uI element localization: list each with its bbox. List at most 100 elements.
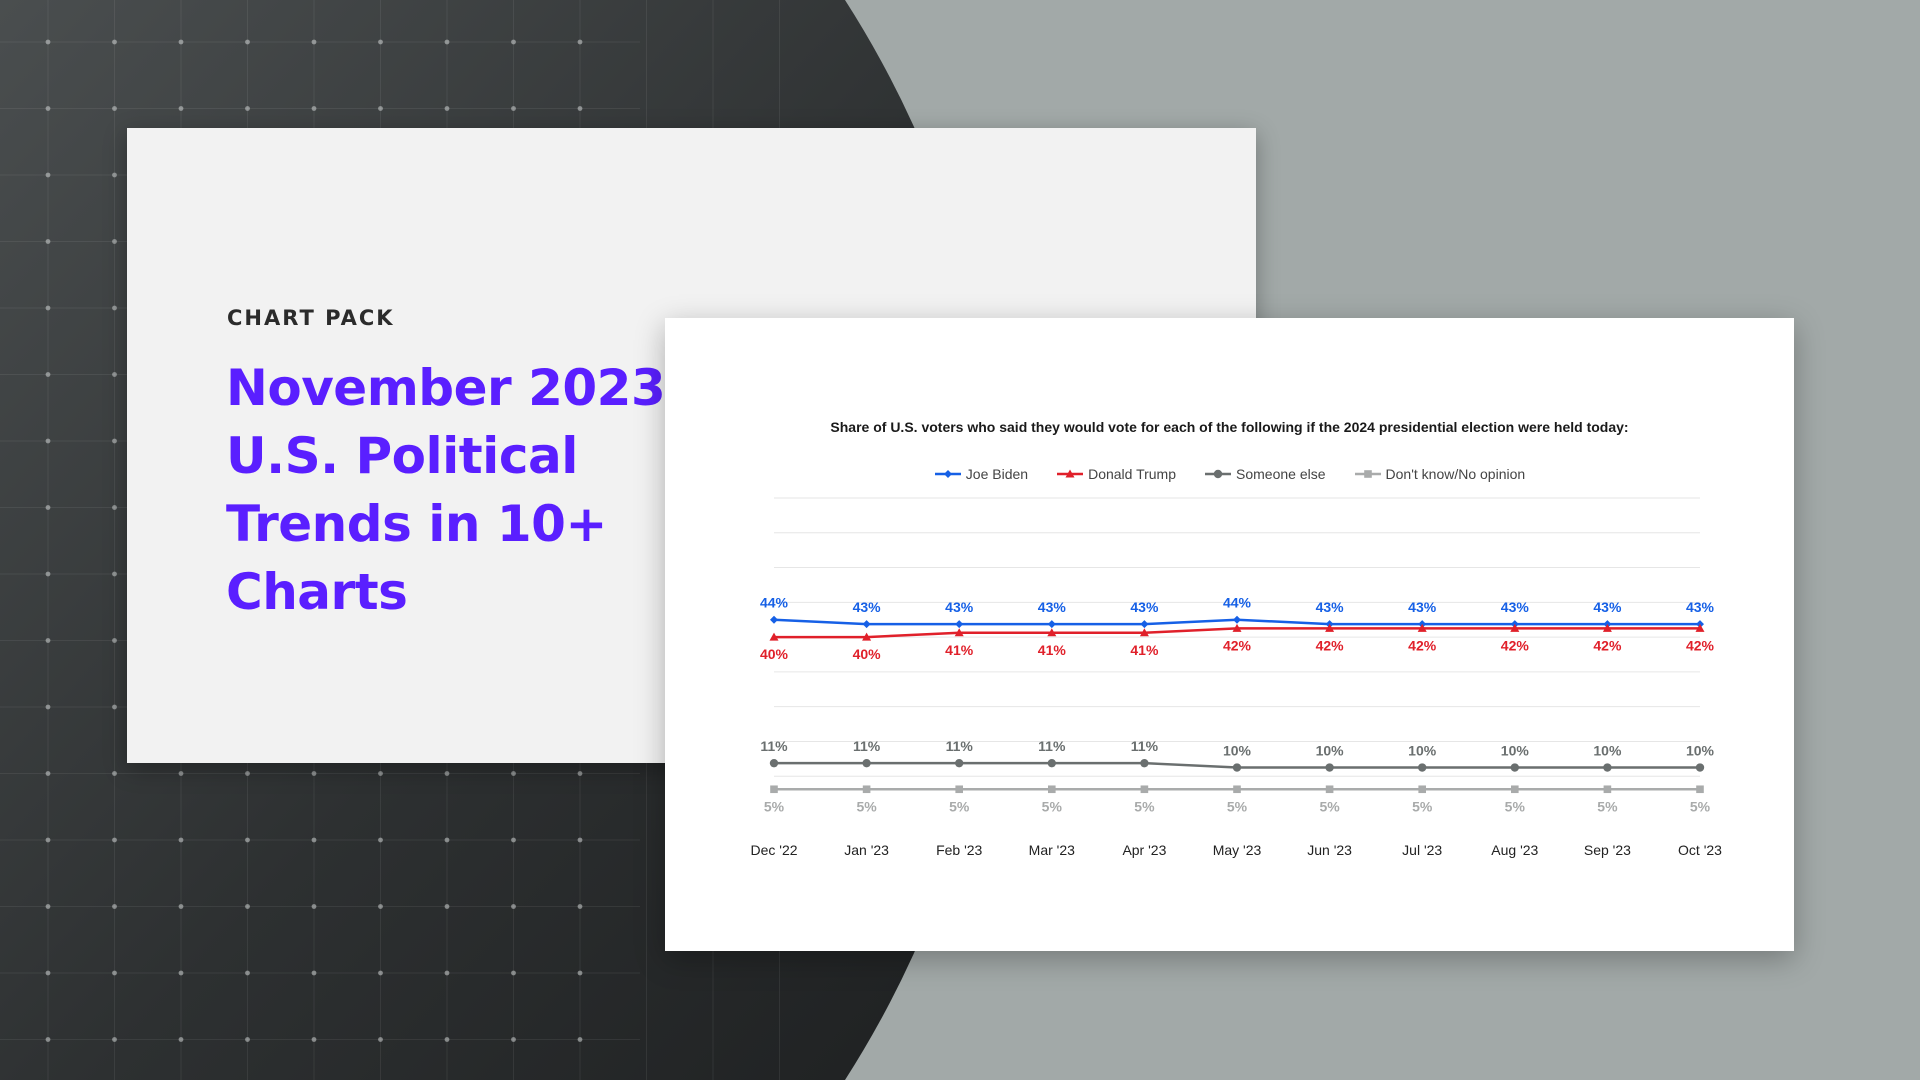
data-point xyxy=(769,632,779,641)
data-label: 5% xyxy=(764,798,785,814)
data-label: 11% xyxy=(760,738,788,754)
data-point xyxy=(1232,623,1242,632)
data-label: 11% xyxy=(1038,738,1066,754)
legend-item: Someone else xyxy=(1204,466,1326,482)
data-point xyxy=(769,758,779,768)
chart-title: Share of U.S. voters who said they would… xyxy=(830,419,1629,435)
data-label: 40% xyxy=(853,646,882,662)
data-label: 43% xyxy=(853,599,882,615)
data-point xyxy=(954,628,964,637)
data-point xyxy=(955,785,963,794)
data-label: 10% xyxy=(1223,743,1252,759)
data-label: 5% xyxy=(1319,798,1340,814)
data-point xyxy=(1510,763,1519,772)
data-point xyxy=(1047,628,1057,637)
x-tick-label: Apr '23 xyxy=(1122,842,1166,858)
data-label: 43% xyxy=(1686,599,1715,615)
data-label: 5% xyxy=(1597,798,1618,814)
data-point xyxy=(1325,623,1335,632)
data-label: 10% xyxy=(1501,743,1530,759)
data-label: 10% xyxy=(1593,743,1622,759)
legend-item: Don't know/No opinion xyxy=(1354,466,1526,482)
data-point xyxy=(1232,763,1242,772)
data-label: 5% xyxy=(1505,798,1526,814)
data-label: 42% xyxy=(1501,637,1530,653)
data-point xyxy=(1418,785,1426,794)
data-label: 10% xyxy=(1316,743,1345,759)
data-point xyxy=(1325,785,1334,794)
data-label: 11% xyxy=(1131,738,1159,754)
data-point xyxy=(1047,620,1056,629)
data-label: 44% xyxy=(1223,595,1252,611)
data-point xyxy=(1139,628,1149,637)
data-label: 41% xyxy=(945,642,974,658)
series-joe-biden: 44% 43% 43% 43% 43% 44% 43% 43% 43% 43% 43% xyxy=(760,595,1715,629)
data-point xyxy=(1233,615,1241,624)
data-point xyxy=(862,758,871,768)
chart-card: Share of U.S. voters who said they would… xyxy=(665,318,1794,951)
data-point xyxy=(1510,623,1520,632)
legend-swatch xyxy=(1205,469,1232,479)
data-label: 43% xyxy=(1038,599,1067,615)
data-label: 42% xyxy=(1408,637,1437,653)
legend-item: Donald Trump xyxy=(1056,466,1176,482)
data-label: 43% xyxy=(1316,599,1345,615)
data-point xyxy=(1325,763,1334,772)
x-tick-label: Mar '23 xyxy=(1029,842,1075,858)
eyebrow-label: CHART PACK xyxy=(227,306,395,330)
legend-swatch xyxy=(1354,470,1381,478)
data-point xyxy=(1603,785,1612,794)
data-label: 5% xyxy=(1227,798,1248,814)
data-label: 5% xyxy=(1134,798,1155,814)
x-tick-label: Oct '23 xyxy=(1678,842,1722,858)
legend-label: Someone else xyxy=(1236,466,1326,482)
data-label: 42% xyxy=(1223,637,1252,653)
data-point xyxy=(1140,785,1149,794)
data-label: 41% xyxy=(1038,642,1067,658)
data-label: 43% xyxy=(1130,599,1159,615)
data-point xyxy=(1511,785,1519,794)
x-tick-label: Aug '23 xyxy=(1491,842,1538,858)
data-point xyxy=(1047,758,1056,768)
data-label: 11% xyxy=(946,738,974,754)
data-point xyxy=(1140,620,1149,629)
data-label: 42% xyxy=(1316,637,1345,653)
legend-swatch xyxy=(1057,469,1084,478)
legend-item: Joe Biden xyxy=(934,466,1028,482)
data-label: 41% xyxy=(1130,642,1159,658)
data-point xyxy=(770,615,778,624)
data-label: 5% xyxy=(1690,798,1711,814)
x-tick-label: Feb '23 xyxy=(936,842,982,858)
data-point xyxy=(1696,785,1704,794)
data-point xyxy=(1417,623,1427,632)
data-label: 5% xyxy=(1042,798,1063,814)
x-tick-label: Sep '23 xyxy=(1584,842,1631,858)
data-point xyxy=(770,785,778,794)
data-label: 44% xyxy=(760,595,789,611)
legend-label: Joe Biden xyxy=(965,466,1029,482)
series-don-t-know-no-opinion: 5% 5% 5% 5% 5% 5% 5% 5% 5% 5% 5% xyxy=(764,785,1711,814)
data-point xyxy=(955,620,964,629)
data-point xyxy=(1140,758,1149,768)
data-point xyxy=(1695,623,1705,632)
legend-label: Don't know/No opinion xyxy=(1385,466,1526,482)
data-label: 11% xyxy=(853,738,881,754)
data-label: 5% xyxy=(1412,798,1433,814)
data-label: 42% xyxy=(1593,637,1622,653)
x-tick-label: Jun '23 xyxy=(1307,842,1352,858)
data-label: 5% xyxy=(856,798,877,814)
x-tick-label: Jan '23 xyxy=(844,842,889,858)
data-point xyxy=(1048,785,1056,794)
data-point xyxy=(862,632,872,641)
data-label: 42% xyxy=(1686,637,1715,653)
x-tick-label: May '23 xyxy=(1213,842,1262,858)
data-label: 40% xyxy=(760,646,789,662)
headline: November 2023 U.S. Political Trends in 1… xyxy=(226,359,666,621)
series-donald-trump: 40% 40% 41% 41% 41% 42% 42% 42% 42% 42% 42% xyxy=(760,623,1715,662)
data-point xyxy=(1602,623,1612,632)
line-chart: 44% 43% 43% 43% 43% 44% 43% 43% 43% 43% 43%40% 40% 4… xyxy=(750,497,1722,858)
data-label: 43% xyxy=(945,599,974,615)
data-point xyxy=(1603,763,1612,772)
data-label: 5% xyxy=(949,798,970,814)
data-point xyxy=(862,620,871,629)
